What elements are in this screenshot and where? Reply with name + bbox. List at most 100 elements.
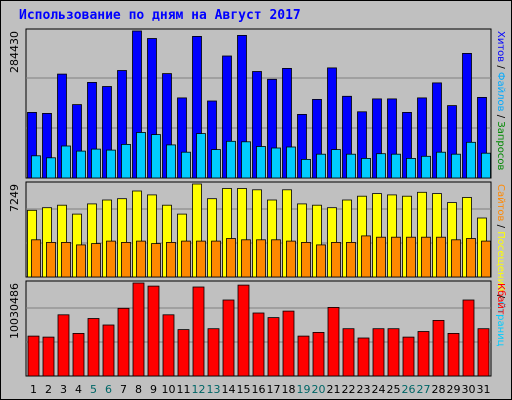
bar-top-2-day-18	[286, 146, 296, 179]
bar-top-2-day-21	[331, 149, 341, 179]
bar-middle-2-day-5	[91, 243, 101, 278]
bar-bottom-1-day-12	[192, 286, 205, 377]
bar-middle-2-day-12	[196, 240, 206, 278]
x-tick-day-21: 21	[327, 383, 341, 396]
bar-middle-2-day-7	[121, 241, 131, 278]
bar-middle-2-day-1	[31, 239, 41, 278]
bar-bottom-1-day-18	[282, 310, 295, 377]
bar-top-2-day-15	[241, 141, 251, 179]
x-tick-day-30: 30	[462, 383, 476, 396]
bar-top-2-day-13	[211, 149, 221, 179]
x-tick-day-24: 24	[372, 383, 386, 396]
bar-middle-2-day-25	[391, 236, 401, 278]
bar-bottom-1-day-19	[297, 335, 310, 377]
x-tick-day-25: 25	[387, 383, 401, 396]
legend-middle: Сайтов / Посещений / Страниц	[495, 184, 506, 347]
bar-top-2-day-19	[301, 158, 311, 179]
x-tick-day-3: 3	[60, 383, 67, 396]
bar-top-2-day-6	[106, 149, 116, 179]
bar-bottom-1-day-10	[162, 314, 175, 377]
bar-top-2-day-29	[451, 153, 461, 179]
bar-bottom-1-day-9	[147, 285, 160, 377]
bar-middle-2-day-24	[376, 236, 386, 278]
x-tick-day-4: 4	[75, 383, 82, 396]
bar-middle-2-day-14	[226, 238, 236, 278]
bar-top-2-day-31	[481, 152, 491, 179]
bar-top-2-day-11	[181, 151, 191, 179]
chart-title: Использование по дням на Август 2017	[19, 8, 301, 23]
x-tick-day-7: 7	[120, 383, 127, 396]
bar-bottom-1-day-5	[87, 318, 100, 377]
bar-top-2-day-4	[76, 150, 86, 179]
bar-middle-2-day-28	[436, 236, 446, 278]
bar-bottom-1-day-26	[402, 336, 415, 377]
x-tick-day-19: 19	[297, 383, 311, 396]
legend-part: /	[495, 292, 506, 302]
bar-bottom-1-day-22	[342, 328, 355, 377]
x-tick-day-16: 16	[252, 383, 266, 396]
bar-top-2-day-28	[436, 151, 446, 179]
x-tick-day-6: 6	[105, 383, 112, 396]
bar-middle-2-day-13	[211, 240, 221, 278]
bar-bottom-1-day-16	[252, 312, 265, 377]
bar-middle-2-day-26	[406, 236, 416, 278]
bar-bottom-1-day-28	[432, 319, 445, 377]
legend-part: Кбайт	[495, 283, 506, 315]
bar-middle-2-day-6	[106, 240, 116, 278]
bar-bottom-1-day-21	[327, 306, 340, 377]
bar-middle-2-day-29	[451, 239, 461, 278]
bar-middle-2-day-17	[271, 239, 281, 278]
bar-middle-2-day-31	[481, 240, 491, 278]
bar-bottom-1-day-25	[387, 328, 400, 377]
bar-top-2-day-8	[136, 132, 146, 179]
bar-middle-2-day-21	[331, 241, 341, 278]
bar-top-2-day-20	[316, 153, 326, 179]
legend-part: Файлов	[495, 72, 506, 112]
legend-part: Запросов	[495, 121, 506, 170]
x-tick-day-31: 31	[477, 383, 491, 396]
x-tick-day-10: 10	[162, 383, 176, 396]
bar-top-2-day-24	[376, 153, 386, 179]
legend-part: /	[495, 62, 506, 72]
bar-top-2-day-2	[46, 157, 56, 179]
x-tick-day-27: 27	[417, 383, 431, 396]
x-tick-day-9: 9	[150, 383, 157, 396]
bar-top-2-day-10	[166, 144, 176, 179]
x-tick-day-8: 8	[135, 383, 142, 396]
bar-top-2-day-25	[391, 153, 401, 179]
x-tick-day-23: 23	[357, 383, 371, 396]
bar-middle-2-day-9	[151, 243, 161, 278]
bar-middle-2-day-22	[346, 241, 356, 278]
bar-bottom-1-day-8	[132, 282, 145, 377]
bar-top-2-day-3	[61, 145, 71, 179]
x-tick-day-29: 29	[447, 383, 461, 396]
bar-middle-2-day-18	[286, 240, 296, 278]
bar-middle-2-day-16	[256, 239, 266, 278]
bar-bottom-1-day-11	[177, 329, 190, 377]
bar-bottom-1-day-2	[42, 336, 55, 377]
x-tick-day-12: 12	[192, 383, 206, 396]
x-tick-day-28: 28	[432, 383, 446, 396]
x-tick-day-13: 13	[207, 383, 221, 396]
bar-bottom-1-day-1	[27, 335, 40, 377]
x-tick-day-20: 20	[312, 383, 326, 396]
bar-bottom-1-day-13	[207, 328, 220, 377]
bar-bottom-1-day-7	[117, 307, 130, 377]
bar-top-2-day-12	[196, 133, 206, 179]
bar-bottom-1-day-3	[57, 314, 70, 377]
x-tick-day-26: 26	[402, 383, 416, 396]
y-max-label-bottom: 10030486	[8, 283, 21, 339]
bar-top-2-day-14	[226, 140, 236, 179]
bar-middle-2-day-30	[466, 238, 476, 278]
bar-top-2-day-23	[361, 157, 371, 179]
y-max-label-middle: 7249	[8, 184, 21, 212]
bar-bottom-1-day-24	[372, 328, 385, 377]
legend-part: /	[495, 112, 506, 122]
bar-top-2-day-27	[421, 155, 431, 179]
bar-bottom-1-day-31	[477, 328, 490, 377]
x-tick-day-2: 2	[45, 383, 52, 396]
bar-bottom-1-day-6	[102, 324, 115, 377]
bar-middle-2-day-8	[136, 240, 146, 278]
